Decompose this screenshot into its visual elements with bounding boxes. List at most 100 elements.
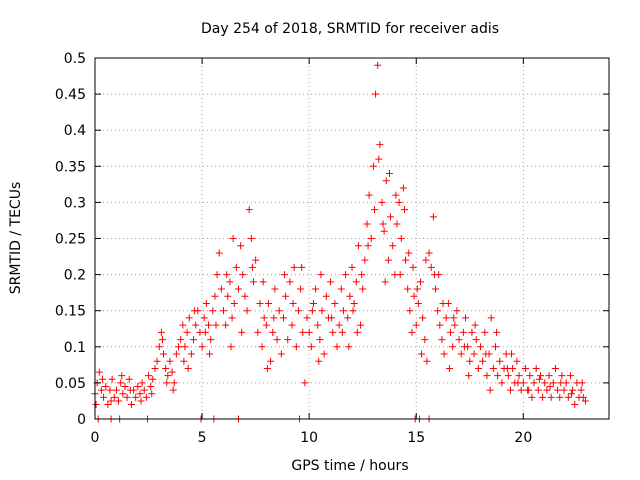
data-point [571, 401, 579, 409]
data-point [294, 307, 302, 315]
data-point [481, 328, 489, 336]
data-point [254, 328, 262, 336]
data-point [352, 278, 360, 286]
data-point [460, 343, 468, 351]
data-point [414, 299, 422, 307]
data-point [470, 350, 478, 358]
data-point [153, 357, 161, 365]
data-point [551, 364, 559, 372]
data-point [440, 350, 448, 358]
data-point [496, 357, 504, 365]
data-point [305, 328, 313, 336]
x-axis-label: GPS time / hours [291, 458, 408, 474]
data-point [447, 328, 455, 336]
data-point [136, 390, 144, 398]
data-point [338, 328, 346, 336]
data-point [279, 314, 287, 322]
data-point [166, 357, 174, 365]
data-point [185, 314, 193, 322]
data-point [532, 364, 540, 372]
data-point [547, 393, 555, 401]
data-point [106, 386, 114, 394]
data-point [382, 177, 390, 185]
data-point [451, 321, 459, 329]
data-point [172, 350, 180, 358]
data-point [462, 314, 470, 322]
data-point [465, 372, 473, 380]
data-point [528, 393, 536, 401]
y-tick-label: 0 [77, 412, 86, 428]
data-point [224, 292, 232, 300]
y-tick-label: 0.15 [55, 304, 86, 320]
data-point [177, 336, 185, 344]
data-point [92, 401, 100, 409]
data-point [327, 278, 335, 286]
data-point [457, 350, 465, 358]
data-point [515, 372, 523, 380]
data-point [243, 307, 251, 315]
data-point [400, 206, 408, 214]
data-point [211, 292, 219, 300]
data-point [262, 321, 270, 329]
data-point [187, 350, 195, 358]
data-point [98, 375, 106, 383]
data-point [198, 343, 206, 351]
data-point [363, 220, 371, 228]
data-point [260, 314, 268, 322]
data-point [438, 336, 446, 344]
data-point [164, 372, 172, 380]
data-point [118, 372, 126, 380]
data-point [107, 397, 115, 405]
data-point [117, 379, 125, 387]
data-point [275, 307, 283, 315]
data-points [91, 61, 589, 423]
data-point [375, 155, 383, 163]
data-point [521, 364, 529, 372]
data-point [514, 379, 522, 387]
data-point [183, 328, 191, 336]
data-point [314, 321, 322, 329]
data-point [288, 321, 296, 329]
data-point [404, 285, 412, 293]
data-point [418, 350, 426, 358]
data-point [349, 307, 357, 315]
data-point [417, 278, 425, 286]
data-point [179, 321, 187, 329]
data-point [535, 375, 543, 383]
data-point [536, 372, 544, 380]
data-point [581, 397, 589, 405]
data-point [299, 328, 307, 336]
data-point [184, 364, 192, 372]
data-point [286, 278, 294, 286]
data-point [543, 386, 551, 394]
data-point [449, 343, 457, 351]
data-point [558, 372, 566, 380]
y-tick-label: 0.35 [55, 159, 86, 175]
data-point [318, 307, 326, 315]
data-point [393, 220, 401, 228]
data-point [277, 350, 285, 358]
data-point [201, 328, 209, 336]
data-point [180, 357, 188, 365]
data-point [192, 321, 200, 329]
data-point [121, 383, 129, 391]
data-point [546, 383, 554, 391]
data-point [267, 357, 275, 365]
data-point [445, 364, 453, 372]
data-point [354, 242, 362, 250]
data-point [459, 328, 467, 336]
data-point [350, 299, 358, 307]
data-point [317, 271, 325, 279]
data-point [162, 364, 170, 372]
data-point [410, 292, 418, 300]
data-point [372, 90, 380, 98]
data-point [474, 364, 482, 372]
data-point [247, 235, 255, 242]
data-point [132, 393, 140, 401]
data-point [97, 386, 105, 394]
y-tick-label: 0.25 [55, 232, 86, 248]
data-point [395, 198, 403, 206]
data-point [215, 249, 223, 257]
x-tick-label: 5 [198, 430, 207, 446]
